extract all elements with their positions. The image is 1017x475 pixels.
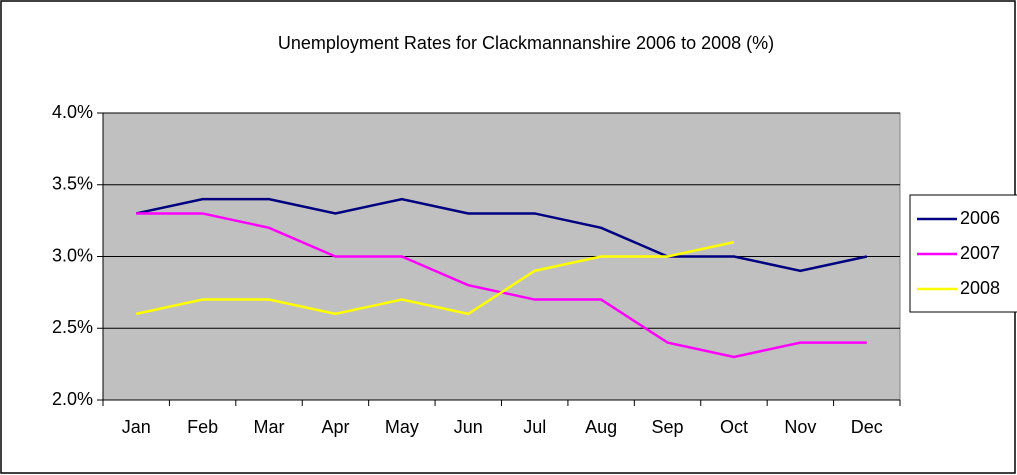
x-tick-label: Jul: [523, 417, 546, 437]
y-tick-label: 2.0%: [52, 389, 93, 409]
x-tick-label: May: [385, 417, 419, 437]
y-tick-label: 2.5%: [52, 317, 93, 337]
x-tick-label: Feb: [187, 417, 218, 437]
series-line: [135, 240, 735, 316]
series-line: [135, 197, 868, 273]
x-tick-label: Dec: [851, 417, 883, 437]
y-tick-label: 4.0%: [52, 102, 93, 122]
x-tick-label: Mar: [254, 417, 285, 437]
x-tick-label: Sep: [652, 417, 684, 437]
x-tick-label: Oct: [720, 417, 748, 437]
y-tick-label: 3.5%: [52, 174, 93, 194]
legend-label: 2008: [960, 278, 1000, 298]
legend-label: 2006: [960, 208, 1000, 228]
x-tick-label: Apr: [321, 417, 349, 437]
legend-label: 2007: [960, 243, 1000, 263]
x-tick-label: Jun: [454, 417, 483, 437]
x-tick-label: Jan: [122, 417, 151, 437]
chart-title: Unemployment Rates for Clackmannanshire …: [278, 33, 774, 53]
y-tick-label: 3.0%: [52, 245, 93, 265]
x-tick-label: Aug: [585, 417, 617, 437]
x-tick-label: Nov: [784, 417, 816, 437]
